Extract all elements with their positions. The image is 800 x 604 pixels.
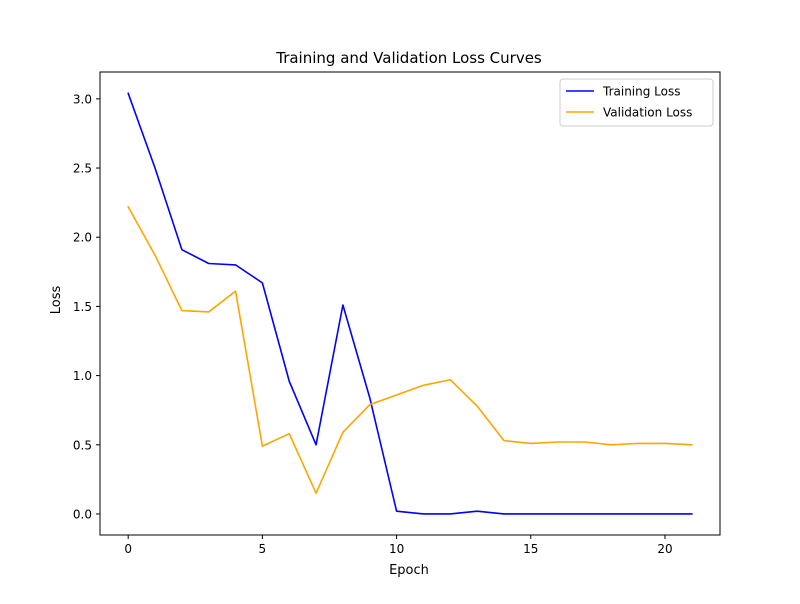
y-tick-label: 0.5 <box>73 438 92 452</box>
y-tick-label: 3.0 <box>73 92 92 106</box>
plot-area: 0 5 10 15 20 0.0 0.5 1.0 1.5 2.0 2.5 3.0 <box>73 71 721 556</box>
y-tick-label: 2.0 <box>73 231 92 245</box>
x-tick-label: 10 <box>389 542 404 556</box>
y-tick-label: 1.0 <box>73 369 92 383</box>
x-tick-label: 5 <box>259 542 267 556</box>
legend-frame <box>559 78 714 127</box>
y-tick-label: 2.5 <box>73 162 92 176</box>
y-tick-label: 1.5 <box>73 300 92 314</box>
x-tick-label: 0 <box>124 542 132 556</box>
x-tick-label: 15 <box>523 542 538 556</box>
series-line-1 <box>127 205 693 495</box>
chart-title: Training and Validation Loss Curves <box>275 49 542 67</box>
series-line-0 <box>127 92 693 515</box>
legend-label-0: Training Loss <box>602 85 680 99</box>
legend-label-1: Validation Loss <box>603 106 692 120</box>
x-tick-label: 20 <box>657 542 672 556</box>
y-tick-label: 0.0 <box>73 507 92 521</box>
x-axis-label: Epoch <box>389 563 429 578</box>
y-axis-label: Loss <box>49 286 64 315</box>
legend: Training Loss Validation Loss <box>559 78 714 127</box>
plot-frame <box>99 71 721 536</box>
